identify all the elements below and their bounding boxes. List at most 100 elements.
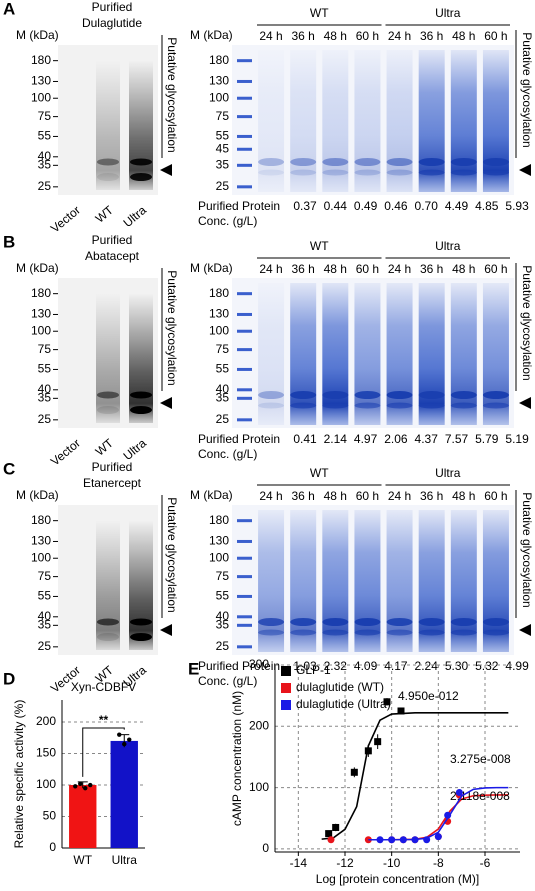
concentration: 4.49	[445, 199, 469, 213]
marker-label: 35	[216, 157, 230, 171]
lane-smear	[258, 510, 285, 652]
concentration: 4.09	[354, 659, 378, 673]
arrowhead	[160, 397, 172, 409]
ec50-label: 4.950e-012	[398, 689, 459, 703]
band	[386, 629, 413, 636]
time-label: 48 h	[452, 489, 475, 503]
concentration: 0.37	[293, 199, 317, 213]
arrowhead	[160, 624, 172, 636]
y-tick-label: 100	[249, 780, 269, 794]
marker-label: 55	[38, 129, 52, 143]
ladder-band	[237, 615, 252, 619]
ladder-band	[237, 418, 252, 422]
band	[130, 391, 152, 399]
arrowhead	[519, 624, 531, 636]
lane-smear	[386, 283, 413, 425]
data-point	[350, 768, 358, 776]
conc-label: Purified Protein	[198, 199, 280, 213]
band	[354, 391, 381, 399]
time-label: 48 h	[452, 262, 475, 276]
marker-label: 130	[31, 74, 51, 88]
concentration: 5.32	[475, 659, 499, 673]
data-point	[127, 737, 132, 742]
legend-swatch	[281, 666, 291, 676]
data-point	[78, 781, 83, 786]
band	[418, 629, 445, 636]
ladder-band	[237, 348, 252, 352]
ec50-label: 3.275e-008	[450, 752, 511, 766]
ladder-band	[237, 594, 252, 598]
marker-label: 55	[216, 129, 230, 143]
marker-label: 75	[38, 109, 52, 123]
conc-label: Purified Protein	[198, 432, 280, 446]
legend-label: GLP-1	[296, 663, 331, 677]
time-label: 60 h	[484, 29, 507, 43]
group-label: WT	[310, 466, 329, 480]
marker-label: 180	[31, 286, 51, 300]
ladder-band	[237, 623, 252, 627]
marker-label: 100	[31, 90, 51, 104]
arrowhead	[160, 164, 172, 176]
legend-label: dulaglutide (WT)	[296, 680, 384, 694]
marker-label: 40	[216, 382, 230, 396]
band	[418, 402, 445, 409]
band	[450, 402, 477, 409]
group-label: WT	[310, 6, 329, 20]
x-tick-label: WT	[73, 853, 92, 867]
concentration: 2.14	[324, 432, 348, 446]
y-tick-label: 0	[262, 841, 269, 855]
y-tick-label: 300	[249, 657, 269, 671]
x-tick-label: -6	[480, 856, 491, 870]
band	[354, 169, 381, 176]
lane-smear	[450, 283, 477, 425]
data-point	[332, 823, 340, 831]
data-point	[117, 732, 122, 737]
annotation: **	[99, 713, 109, 727]
ec50-label: 2.118e-008	[450, 789, 510, 803]
ladder-band	[237, 134, 252, 138]
x-tick-label: -8	[433, 856, 444, 870]
bar	[110, 740, 138, 848]
lane-smear	[482, 50, 509, 192]
data-point	[325, 830, 333, 838]
time-label: 36 h	[292, 489, 315, 503]
mw-label: M (kDa)	[16, 28, 59, 42]
lane-smear	[322, 510, 349, 652]
x-axis-label: Log [protein concentration (M)]	[316, 872, 479, 886]
lane-smear	[354, 283, 381, 425]
time-label: 60 h	[356, 262, 379, 276]
gel-title: Dulaglutide	[82, 16, 142, 30]
marker-label: 55	[38, 589, 52, 603]
band	[418, 158, 445, 166]
time-label: 48 h	[452, 29, 475, 43]
band	[482, 618, 509, 626]
marker-label: 40	[38, 609, 52, 623]
gel-title: Purified	[92, 233, 133, 247]
marker-label: 25	[216, 639, 230, 653]
band	[354, 618, 381, 626]
marker-label: 75	[38, 569, 52, 583]
marker-label: 40	[38, 382, 52, 396]
band	[97, 173, 119, 181]
panel-letter: E	[188, 659, 199, 678]
time-label: 48 h	[324, 29, 347, 43]
lane-smear	[129, 520, 153, 650]
ladder-band	[237, 292, 252, 296]
lane-smear	[96, 60, 120, 190]
marker-label: 25	[38, 412, 52, 426]
band	[130, 618, 152, 626]
ladder-band	[237, 312, 252, 316]
conc-label: Conc. (g/L)	[198, 674, 257, 688]
band	[386, 169, 413, 176]
legend-swatch	[281, 683, 291, 693]
marker-label: 45	[216, 141, 230, 155]
band	[290, 629, 317, 636]
side-label: Putative glycosylation	[165, 497, 179, 612]
marker-label: 55	[38, 362, 52, 376]
x-tick-label: Ultra	[112, 853, 138, 867]
lane-smear	[386, 50, 413, 192]
marker-label: 35	[38, 157, 52, 171]
x-tick-label: -14	[290, 856, 308, 870]
